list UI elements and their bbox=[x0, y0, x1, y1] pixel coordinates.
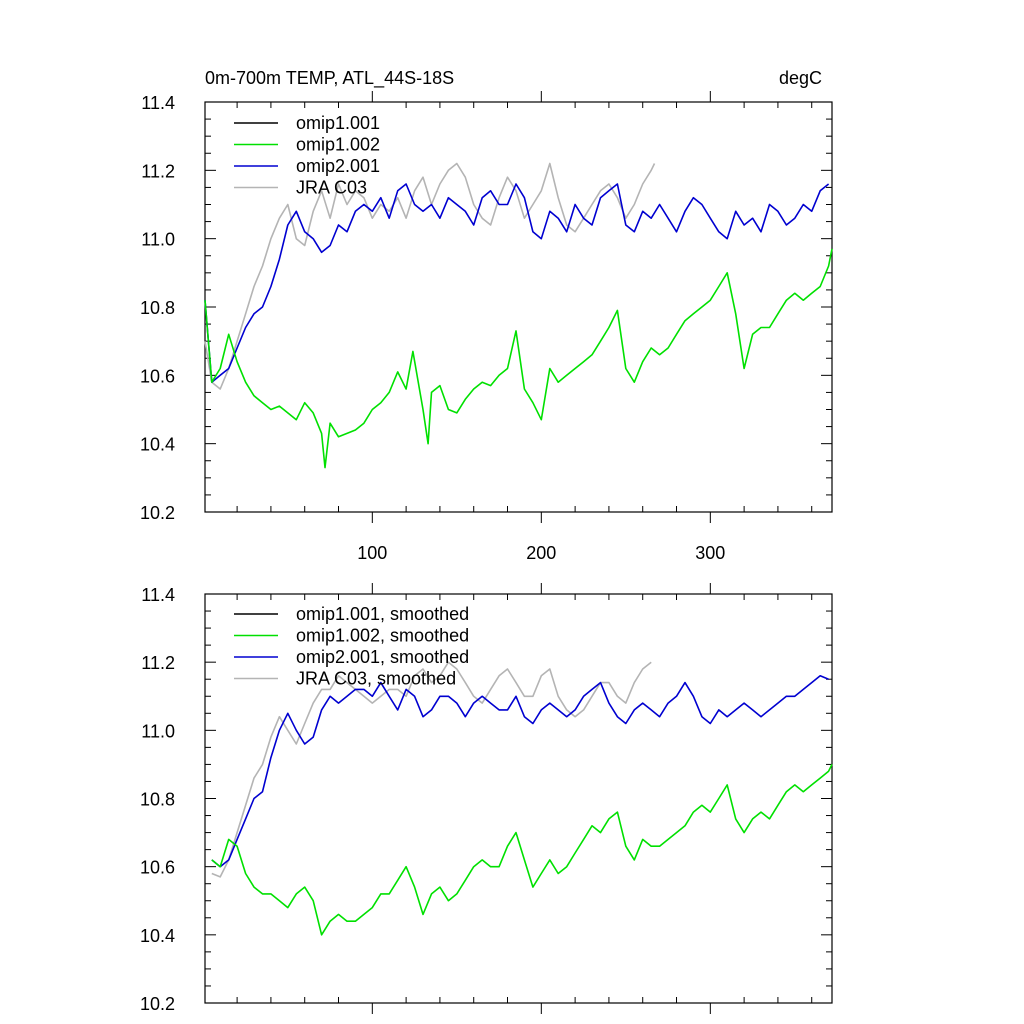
y-tick-label: 11.0 bbox=[141, 230, 175, 250]
y-tick-label: 10.8 bbox=[140, 790, 175, 810]
legend-label: JRA C03 bbox=[296, 178, 367, 198]
y-tick-label: 11.4 bbox=[141, 585, 175, 605]
legend-label: omip1.001 bbox=[296, 113, 380, 133]
x-tick-label: 200 bbox=[526, 543, 556, 563]
y-tick-label: 11.2 bbox=[141, 161, 175, 181]
y-tick-label: 10.4 bbox=[140, 435, 175, 455]
top-panel: 100 200 300 10.2 10.4 10.6 10.8 11.0 11.2 11.4 omi… bbox=[140, 91, 833, 563]
legend-label: omip1.002 bbox=[296, 135, 380, 155]
y-tick-label: 11.4 bbox=[141, 93, 175, 113]
legend-label: omip1.001, smoothed bbox=[296, 604, 469, 624]
y-tick-label: 11.0 bbox=[141, 721, 175, 741]
bottom-panel: 10.2 10.4 10.6 10.8 11.0 11.2 11.4 omip1.001, s… bbox=[140, 583, 833, 1014]
series-line-omip1-002-smoothed bbox=[211, 764, 833, 936]
series-line-omip1-002 bbox=[204, 248, 833, 469]
legend-label: JRA C03, smoothed bbox=[296, 669, 456, 689]
y-tick-label: 10.6 bbox=[140, 858, 175, 878]
legend-label: omip1.002, smoothed bbox=[296, 626, 469, 646]
y-tick-label: 10.8 bbox=[140, 298, 175, 318]
series-line-jra-c03-smoothed bbox=[211, 661, 652, 878]
x-tick-label: 100 bbox=[357, 543, 387, 563]
y-tick-label: 10.2 bbox=[140, 994, 175, 1014]
y-tick-label: 10.2 bbox=[140, 503, 175, 523]
series-line-jra-c03 bbox=[204, 162, 656, 390]
series-line-omip2-001-smoothed bbox=[211, 674, 829, 868]
y-tick-label: 10.4 bbox=[140, 926, 175, 946]
y-tick-label: 10.6 bbox=[140, 366, 175, 386]
y-tick-label: 11.2 bbox=[141, 653, 175, 673]
series-line-omip2-001 bbox=[204, 183, 830, 384]
legend-label: omip2.001 bbox=[296, 156, 380, 176]
chart-title-left: 0m-700m TEMP, ATL_44S-18S bbox=[205, 68, 454, 89]
chart-title-right: degC bbox=[779, 68, 822, 88]
legend-label: omip2.001, smoothed bbox=[296, 647, 469, 667]
x-tick-label: 300 bbox=[695, 543, 725, 563]
